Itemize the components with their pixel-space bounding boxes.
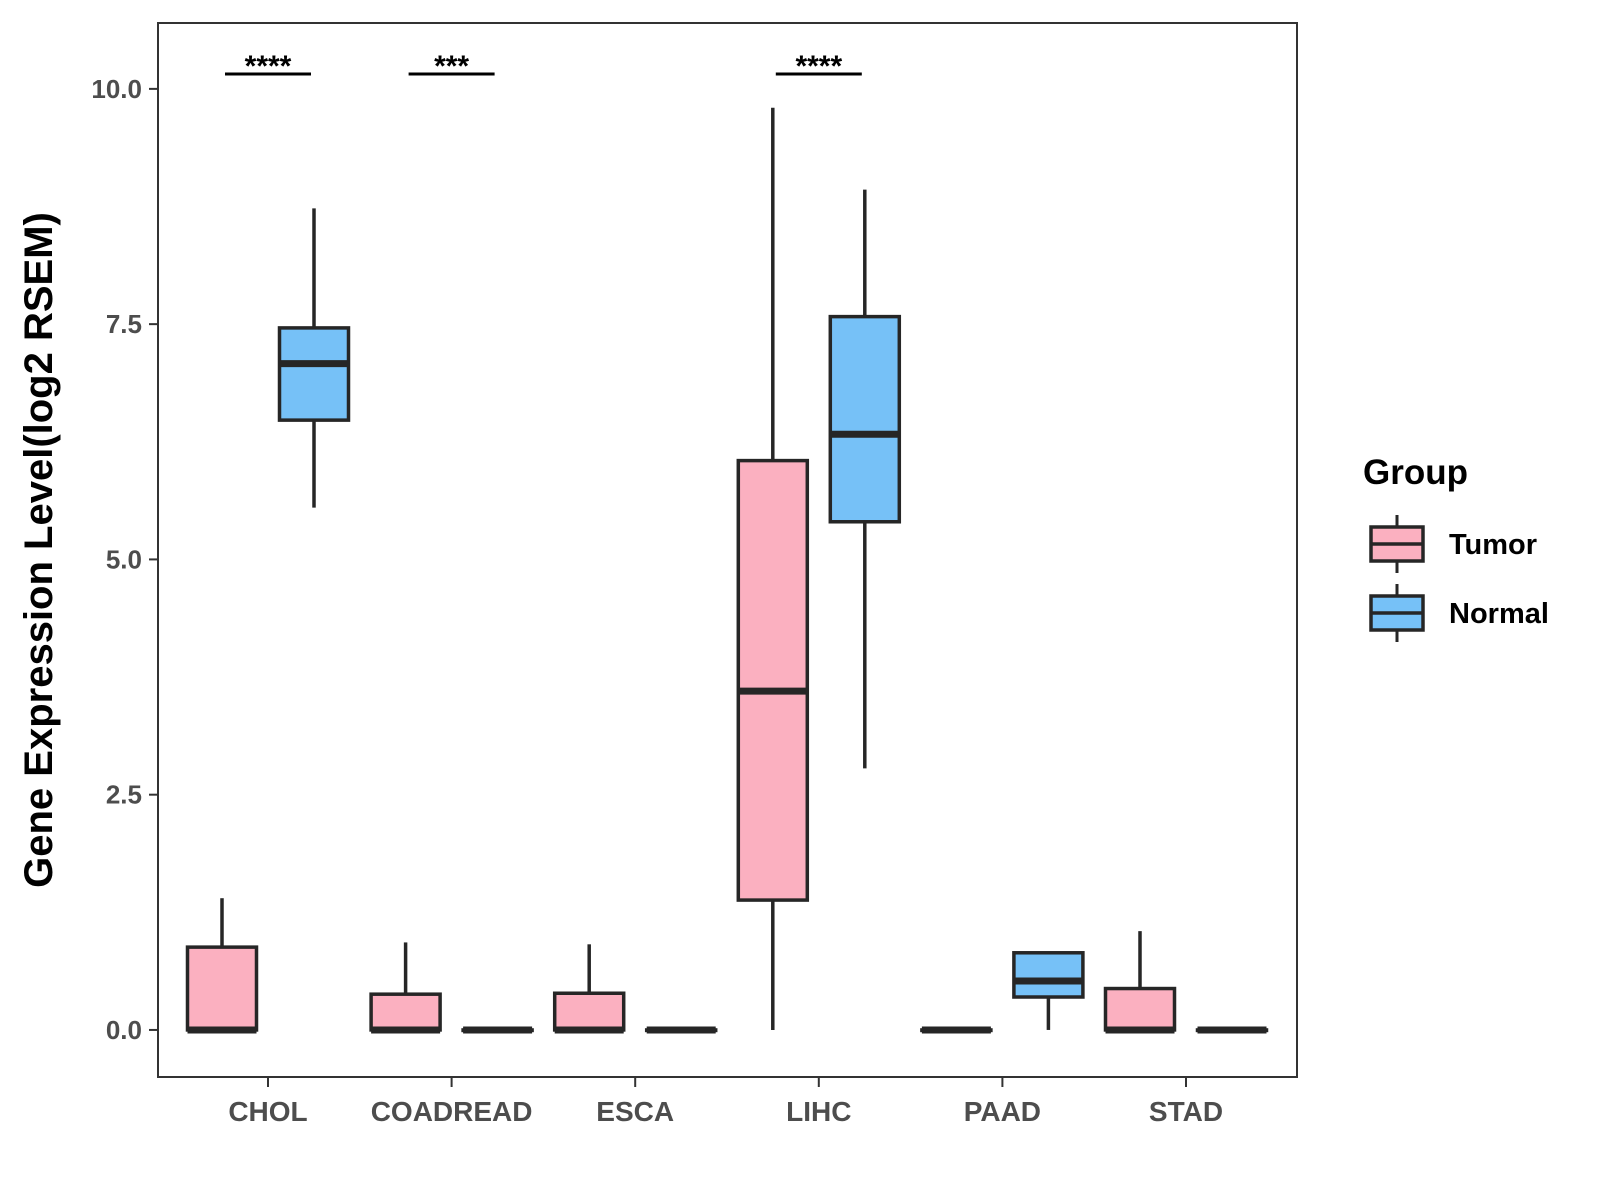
- legend-label-normal: Normal: [1449, 598, 1549, 630]
- x-tick-label-chol: CHOL: [228, 1096, 307, 1127]
- box-body: [1012, 951, 1085, 999]
- x-tick-label-lihc: LIHC: [786, 1096, 851, 1127]
- plot-panel-border: [157, 22, 1298, 1078]
- box-normal-coadread: [461, 1026, 534, 1034]
- box-normal-paad: [1012, 951, 1085, 1030]
- box-tumor-lihc: [736, 107, 810, 1030]
- box-body: [369, 992, 442, 1032]
- significance-label: ***: [434, 50, 469, 83]
- box-tumor-stad: [1103, 931, 1177, 1034]
- box-body: [1103, 986, 1177, 1032]
- x-tick-label-coadread: COADREAD: [371, 1096, 533, 1127]
- y-tick-label: 5.0: [106, 544, 142, 574]
- box-body: [736, 458, 810, 902]
- box-tumor-coadread: [369, 942, 442, 1034]
- legend-key-normal: [1369, 584, 1425, 642]
- significance-label: ****: [795, 50, 842, 83]
- box-normal-chol: [277, 208, 351, 508]
- box-normal-lihc: [828, 189, 902, 769]
- plot-area: 0.0 2.5 5.0 7.5 10.0 CHOL COADREAD ESCA LIHC PAAD…: [91, 22, 1298, 1127]
- y-tick-label: 10.0: [91, 74, 142, 104]
- significance-label: ****: [245, 50, 292, 83]
- box-body: [552, 991, 626, 1032]
- legend-key-tumor: [1369, 515, 1425, 573]
- y-tick-label: 7.5: [106, 309, 142, 339]
- box-tumor-paad: [920, 1026, 993, 1034]
- y-axis-label: Gene Expression Level(log2 RSEM): [17, 212, 61, 888]
- x-tick-label-esca: ESCA: [596, 1096, 674, 1127]
- legend-label-tumor: Tumor: [1449, 529, 1537, 561]
- y-tick-label: 0.0: [106, 1015, 142, 1045]
- x-tick-label-paad: PAAD: [964, 1096, 1041, 1127]
- x-tick-label-stad: STAD: [1149, 1096, 1223, 1127]
- legend: Group Tumor Normal: [1363, 453, 1549, 642]
- box-body: [185, 945, 259, 1032]
- y-tick-label: 2.5: [106, 780, 142, 810]
- box-tumor-esca: [552, 944, 626, 1034]
- box-body: [277, 326, 351, 422]
- box-tumor-chol: [185, 898, 259, 1034]
- box-normal-esca: [644, 1026, 718, 1034]
- legend-title: Group: [1363, 453, 1468, 492]
- box-normal-stad: [1195, 1026, 1269, 1034]
- box-body: [828, 314, 902, 524]
